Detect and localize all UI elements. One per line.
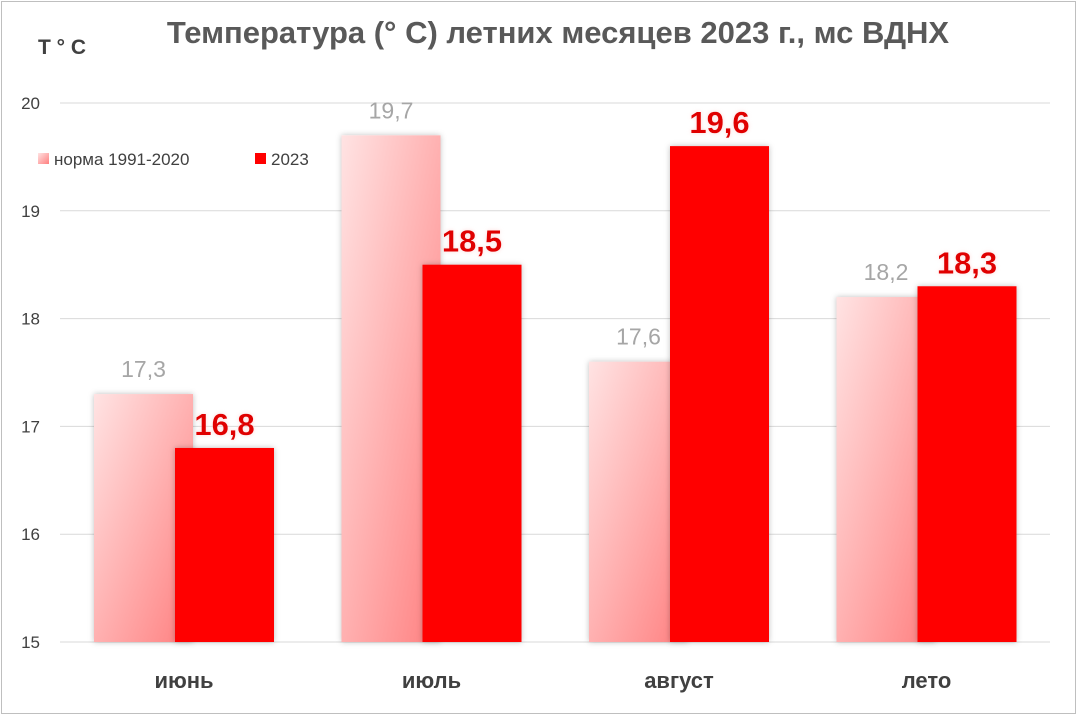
legend-label-norm: норма 1991-2020 [54, 150, 189, 169]
data-label-norm: 17,3 [121, 356, 166, 382]
legend: норма 1991-2020 2023 [38, 150, 309, 169]
x-category-label: июль [402, 668, 461, 693]
x-category-label: август [644, 668, 714, 693]
x-category-label: июнь [154, 668, 213, 693]
data-label-norm: 17,6 [616, 324, 661, 350]
bar-2023 [175, 447, 274, 642]
chart-title: Температура (° С) летних месяцев 2023 г.… [167, 15, 950, 50]
data-label-norm: 19,7 [369, 97, 414, 123]
legend-swatch-2023 [255, 153, 266, 164]
legend-label-2023: 2023 [271, 150, 309, 169]
data-label-2023: 16,8 [194, 407, 254, 442]
y-tick-label: 16 [21, 525, 40, 544]
y-tick-label: 15 [21, 633, 40, 652]
legend-swatch-norm [38, 153, 49, 164]
y-axis-ticks: 15 16 17 18 19 20 [21, 94, 40, 652]
y-tick-label: 17 [21, 417, 40, 436]
data-labels: 17,3 16,8 19,7 18,5 17,6 19,6 18,2 18,3 [121, 97, 997, 442]
data-label-2023: 18,3 [937, 245, 997, 280]
x-axis-categories: июнь июль август лето [154, 668, 951, 693]
bar-2023 [422, 264, 522, 642]
y-tick-label: 20 [21, 94, 40, 113]
data-label-2023: 19,6 [689, 105, 749, 140]
data-label-2023: 18,5 [442, 224, 502, 259]
bar-2023 [917, 286, 1017, 642]
y-tick-label: 19 [21, 202, 40, 221]
y-tick-label: 18 [21, 310, 40, 329]
bar-2023 [670, 146, 769, 642]
x-category-label: лето [902, 668, 952, 693]
bars [94, 135, 1017, 642]
data-label-norm: 18,2 [864, 259, 909, 285]
y-axis-label: Т ° С [38, 36, 86, 59]
